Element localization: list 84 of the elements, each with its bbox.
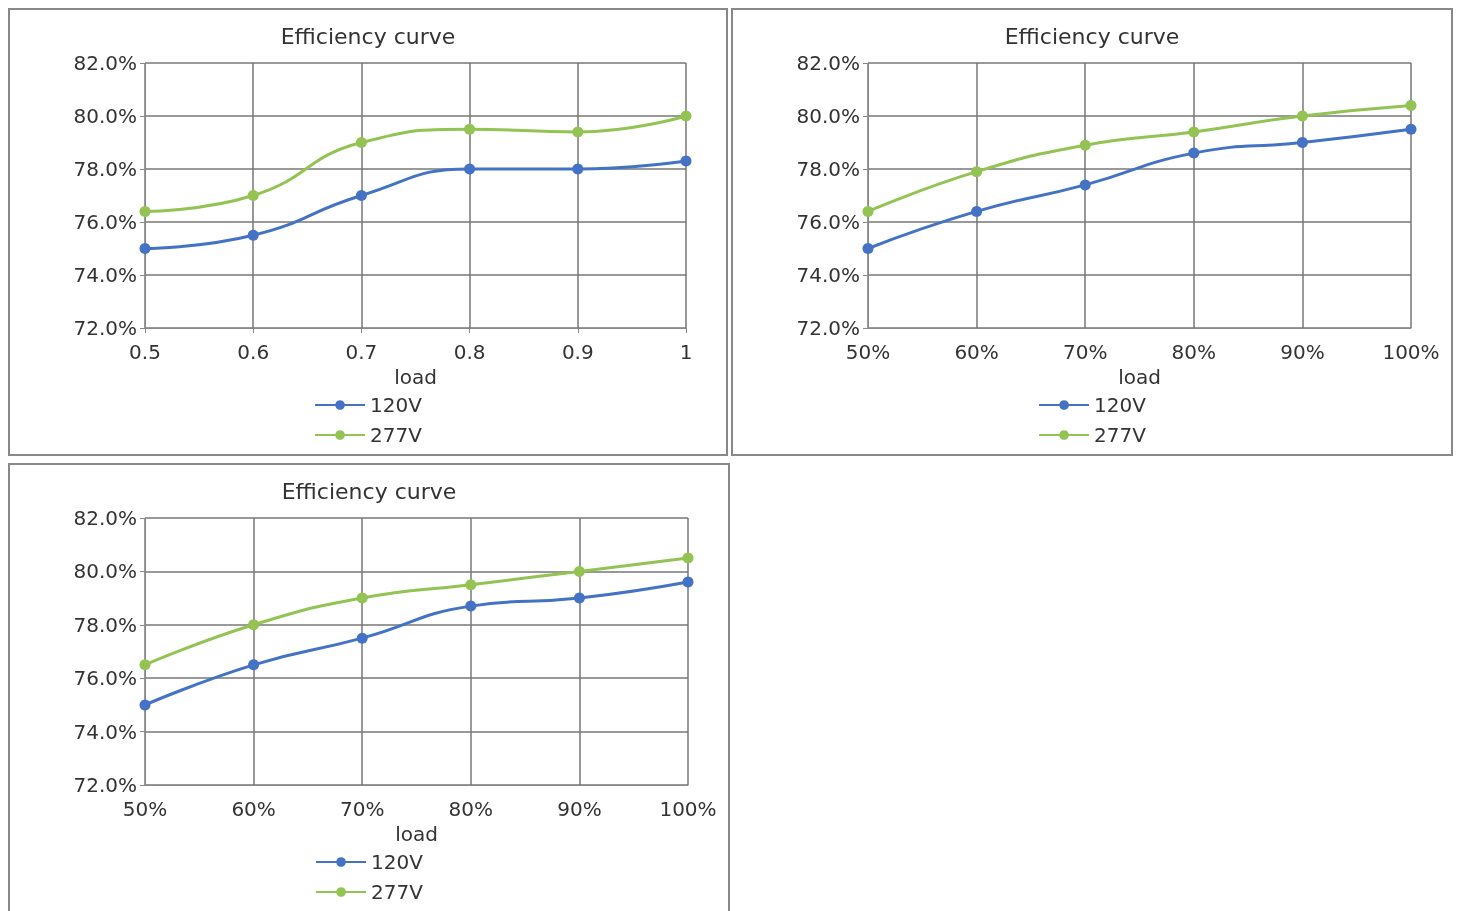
x-tick-label: 50% xyxy=(845,340,891,364)
point xyxy=(247,229,259,241)
chart-title: Efficiency curve xyxy=(280,23,456,49)
x-tick-label: 0.9 xyxy=(561,340,594,364)
y-tick-label: 80.0% xyxy=(73,104,137,128)
point xyxy=(356,632,368,644)
y-tick-label: 72.0% xyxy=(796,316,860,340)
point xyxy=(465,579,477,591)
point xyxy=(572,163,584,175)
legend-label: 120V xyxy=(371,850,424,874)
x-tick-label: 90% xyxy=(1280,340,1325,364)
point xyxy=(682,576,694,588)
y-tick-label: 78.0% xyxy=(73,612,137,637)
x-tick-label: 50% xyxy=(122,797,168,821)
point xyxy=(464,163,476,175)
point xyxy=(1405,123,1417,135)
point xyxy=(1296,110,1308,122)
point xyxy=(1405,99,1417,111)
y-tick-label: 82.0% xyxy=(73,51,137,75)
y-tick-label: 74.0% xyxy=(73,719,137,744)
y-tick-label: 76.0% xyxy=(73,666,137,691)
y-tick-label: 74.0% xyxy=(796,263,860,287)
point xyxy=(355,190,367,201)
y-tick-label: 78.0% xyxy=(796,157,860,181)
point xyxy=(1296,137,1308,148)
x-tick-label: 70% xyxy=(339,797,385,821)
x-tick-label: 60% xyxy=(954,340,999,364)
point xyxy=(139,659,151,671)
point xyxy=(355,137,367,148)
point xyxy=(971,205,983,217)
x-axis-title: load xyxy=(1118,364,1161,389)
x-tick-label: 80% xyxy=(448,797,494,821)
point xyxy=(572,126,584,138)
legend-label: 277V xyxy=(371,880,424,904)
x-tick-label: 80% xyxy=(1171,340,1217,364)
point xyxy=(862,243,874,254)
x-tick-label: 0.5 xyxy=(129,340,161,364)
point xyxy=(248,659,260,671)
chart-title: Efficiency curve xyxy=(1004,23,1180,49)
y-tick-label: 72.0% xyxy=(73,316,137,340)
y-tick-label: 80.0% xyxy=(796,104,860,128)
point xyxy=(1079,139,1091,151)
x-tick-label: 60% xyxy=(231,797,276,821)
legend-label: 277V xyxy=(1094,423,1147,447)
point xyxy=(680,155,692,167)
y-tick-label: 74.0% xyxy=(73,263,137,287)
x-tick-label: 0.8 xyxy=(453,340,486,364)
point xyxy=(862,205,874,217)
point xyxy=(464,123,476,135)
point xyxy=(573,592,585,604)
point xyxy=(356,592,368,604)
point xyxy=(139,243,151,254)
point xyxy=(247,190,259,201)
point xyxy=(465,600,477,612)
x-tick-label: 1 xyxy=(679,340,693,364)
y-tick-label: 76.0% xyxy=(796,210,860,234)
y-tick-label: 78.0% xyxy=(73,157,137,181)
point xyxy=(573,565,585,577)
point xyxy=(139,699,151,711)
legend-label: 277V xyxy=(370,423,423,447)
x-tick-label: 100% xyxy=(659,797,717,821)
point xyxy=(680,110,692,122)
x-tick-label: 100% xyxy=(1382,340,1440,364)
x-tick-label: 90% xyxy=(557,797,602,821)
point xyxy=(1079,179,1091,191)
chart-title: Efficiency curve xyxy=(281,478,457,504)
legend-label: 120V xyxy=(1094,393,1147,417)
point xyxy=(1188,126,1200,138)
point xyxy=(971,166,983,178)
point xyxy=(139,205,151,217)
y-tick-label: 80.0% xyxy=(73,559,137,584)
point xyxy=(248,619,260,631)
y-tick-label: 82.0% xyxy=(73,506,137,530)
x-tick-label: 0.6 xyxy=(237,340,270,364)
x-tick-label: 70% xyxy=(1062,340,1108,364)
x-axis-title: load xyxy=(394,364,437,389)
x-tick-label: 0.7 xyxy=(345,340,378,364)
point xyxy=(682,552,694,564)
legend-label: 120V xyxy=(370,393,423,417)
point xyxy=(1188,147,1200,159)
y-tick-label: 76.0% xyxy=(73,210,137,234)
x-axis-title: load xyxy=(395,821,438,846)
y-tick-label: 82.0% xyxy=(796,51,860,75)
y-tick-label: 72.0% xyxy=(73,773,137,797)
